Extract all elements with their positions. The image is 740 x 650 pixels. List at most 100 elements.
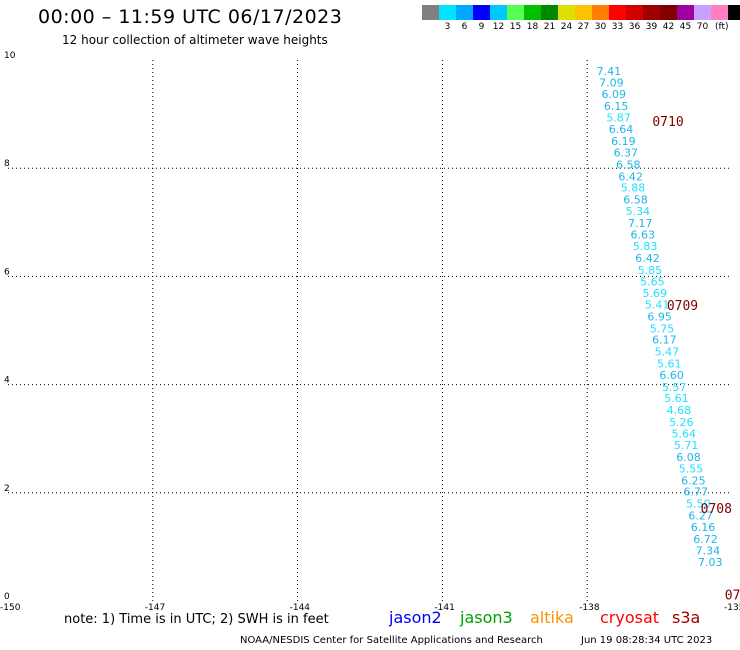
legend-unit-label: (ft) xyxy=(715,22,729,32)
legend-swatch xyxy=(592,5,609,20)
x-tick-label: -141 xyxy=(434,603,454,613)
wave-height-label: 5.50 xyxy=(686,498,711,511)
wave-height-label: 6.63 xyxy=(630,229,655,242)
y-tick-label: 6 xyxy=(4,267,10,277)
legend-tick-label: 24 xyxy=(560,22,573,32)
wave-height-label: 7.17 xyxy=(628,217,653,230)
wave-height-label: 6.77 xyxy=(684,486,709,499)
wave-height-label: 5.26 xyxy=(669,416,694,429)
legend-tick-label: 6 xyxy=(461,22,468,32)
legend-swatch xyxy=(541,5,558,20)
wave-height-label: 5.41 xyxy=(645,299,670,312)
wave-height-label: 4.68 xyxy=(667,404,692,417)
credit-text: NOAA/NESDIS Center for Satellite Applica… xyxy=(240,635,543,646)
wave-height-label: 7.41 xyxy=(597,65,622,78)
wave-height-label: 5.65 xyxy=(640,275,665,288)
y-tick-label: 8 xyxy=(4,159,10,169)
wave-height-label: 6.19 xyxy=(611,135,636,148)
y-tick-label: 2 xyxy=(4,484,10,494)
legend-tick-label: 45 xyxy=(679,22,692,32)
wave-height-label: 5.64 xyxy=(671,427,696,440)
pass-time-label: 0708 xyxy=(701,502,732,517)
wave-height-label: 5.87 xyxy=(606,111,631,124)
wave-height-label: 6.08 xyxy=(676,451,701,464)
legend-swatch xyxy=(490,5,507,20)
wave-height-label: 5.34 xyxy=(626,205,651,218)
wave-height-label: 5.83 xyxy=(633,240,658,253)
chart-subtitle: 12 hour collection of altimeter wave hei… xyxy=(62,33,328,47)
satellite-label-cryosat: cryosat xyxy=(600,608,660,627)
wave-height-label: 6.27 xyxy=(688,510,713,523)
legend-tick-label: 15 xyxy=(509,22,522,32)
wave-height-label: 6.17 xyxy=(652,334,677,347)
x-tick-label: -150 xyxy=(0,603,21,613)
footer-note: note: 1) Time is in UTC; 2) SWH is in fe… xyxy=(64,612,329,627)
legend-swatch xyxy=(694,5,711,20)
wave-height-label: 5.69 xyxy=(643,287,668,300)
legend-tick-label: 27 xyxy=(577,22,590,32)
wave-height-label: 6.95 xyxy=(647,310,672,323)
pass-time-label: 0707 xyxy=(725,589,740,604)
legend-tick-label: 18 xyxy=(526,22,539,32)
x-tick-label: -147 xyxy=(145,603,165,613)
wave-height-label: 5.75 xyxy=(650,322,675,335)
wave-height-label: 6.42 xyxy=(635,252,660,265)
x-tick-label: -144 xyxy=(290,603,311,613)
wave-height-label: 5.47 xyxy=(655,346,680,359)
legend-tick-label: 9 xyxy=(478,22,485,32)
legend-swatch xyxy=(728,5,740,20)
legend-tick-label: 70 xyxy=(696,22,709,32)
wave-height-label: 5.85 xyxy=(638,264,663,277)
x-tick-label: -138 xyxy=(579,603,600,613)
legend-tick-label: 3 xyxy=(444,22,451,32)
y-tick-label: 0 xyxy=(4,592,10,602)
legend-tick-label: 30 xyxy=(594,22,607,32)
legend-swatch xyxy=(575,5,592,20)
wave-height-label: 6.09 xyxy=(601,88,626,101)
pass-time-label: 0710 xyxy=(652,115,683,130)
legend-swatch xyxy=(626,5,643,20)
legend-swatch xyxy=(507,5,524,20)
wave-height-label: 6.60 xyxy=(659,369,684,382)
legend-swatch xyxy=(660,5,677,20)
wave-height-label: 6.72 xyxy=(693,533,718,546)
wave-height-label: 6.58 xyxy=(616,158,641,171)
satellite-label-jason3: jason3 xyxy=(460,608,513,627)
x-tick-label: -135 xyxy=(724,603,740,613)
wave-height-label: 7.03 xyxy=(698,556,723,569)
wave-height-label: 5.71 xyxy=(674,439,699,452)
legend-tick-label: 36 xyxy=(628,22,641,32)
wave-height-label: 5.88 xyxy=(621,182,646,195)
legend-tick-label: 12 xyxy=(492,22,505,32)
legend-swatch xyxy=(524,5,541,20)
wave-height-label: 6.25 xyxy=(681,474,706,487)
legend-swatch xyxy=(456,5,473,20)
wave-height-label: 5.61 xyxy=(664,392,689,405)
satellite-label-altika: altika xyxy=(530,608,574,627)
satellite-label-jason2: jason2 xyxy=(389,608,442,627)
legend-swatch xyxy=(643,5,660,20)
legend-swatch xyxy=(711,5,728,20)
legend-tick-label: 21 xyxy=(543,22,556,32)
y-tick-label: 4 xyxy=(4,376,10,386)
legend-swatch xyxy=(422,5,439,20)
wave-height-label: 5.55 xyxy=(679,462,704,475)
legend-tick-label: 33 xyxy=(611,22,624,32)
wave-height-label: 6.37 xyxy=(614,147,639,160)
legend-tick-label: 42 xyxy=(662,22,675,32)
legend-swatch xyxy=(558,5,575,20)
legend-swatch xyxy=(473,5,490,20)
wave-height-label: 5.61 xyxy=(657,358,682,371)
legend-swatch xyxy=(609,5,626,20)
wave-height-label: 6.42 xyxy=(618,170,643,183)
wave-height-label: 7.09 xyxy=(599,77,624,90)
y-tick-label: 10 xyxy=(4,51,16,61)
wave-height-label: 6.16 xyxy=(691,521,716,534)
pass-time-label: 0709 xyxy=(667,299,698,314)
legend-tick-label: 39 xyxy=(645,22,658,32)
legend-swatch xyxy=(677,5,694,20)
legend-swatch xyxy=(439,5,456,20)
satellite-label-s3a: s3a xyxy=(672,608,701,627)
wave-height-label: 6.58 xyxy=(623,194,648,207)
chart-title: 00:00 – 11:59 UTC 06/17/2023 xyxy=(38,6,343,28)
